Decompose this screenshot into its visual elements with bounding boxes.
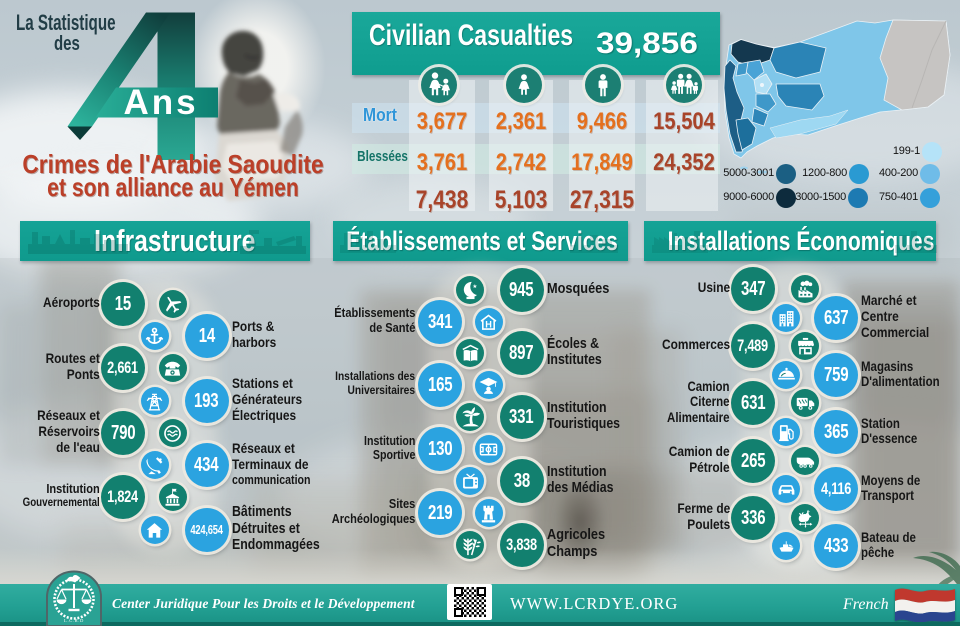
svg-text:H: H (485, 319, 492, 329)
svg-text:Ans: Ans (123, 83, 198, 122)
svg-text:L.C.R.D: L.C.R.D (64, 618, 84, 623)
